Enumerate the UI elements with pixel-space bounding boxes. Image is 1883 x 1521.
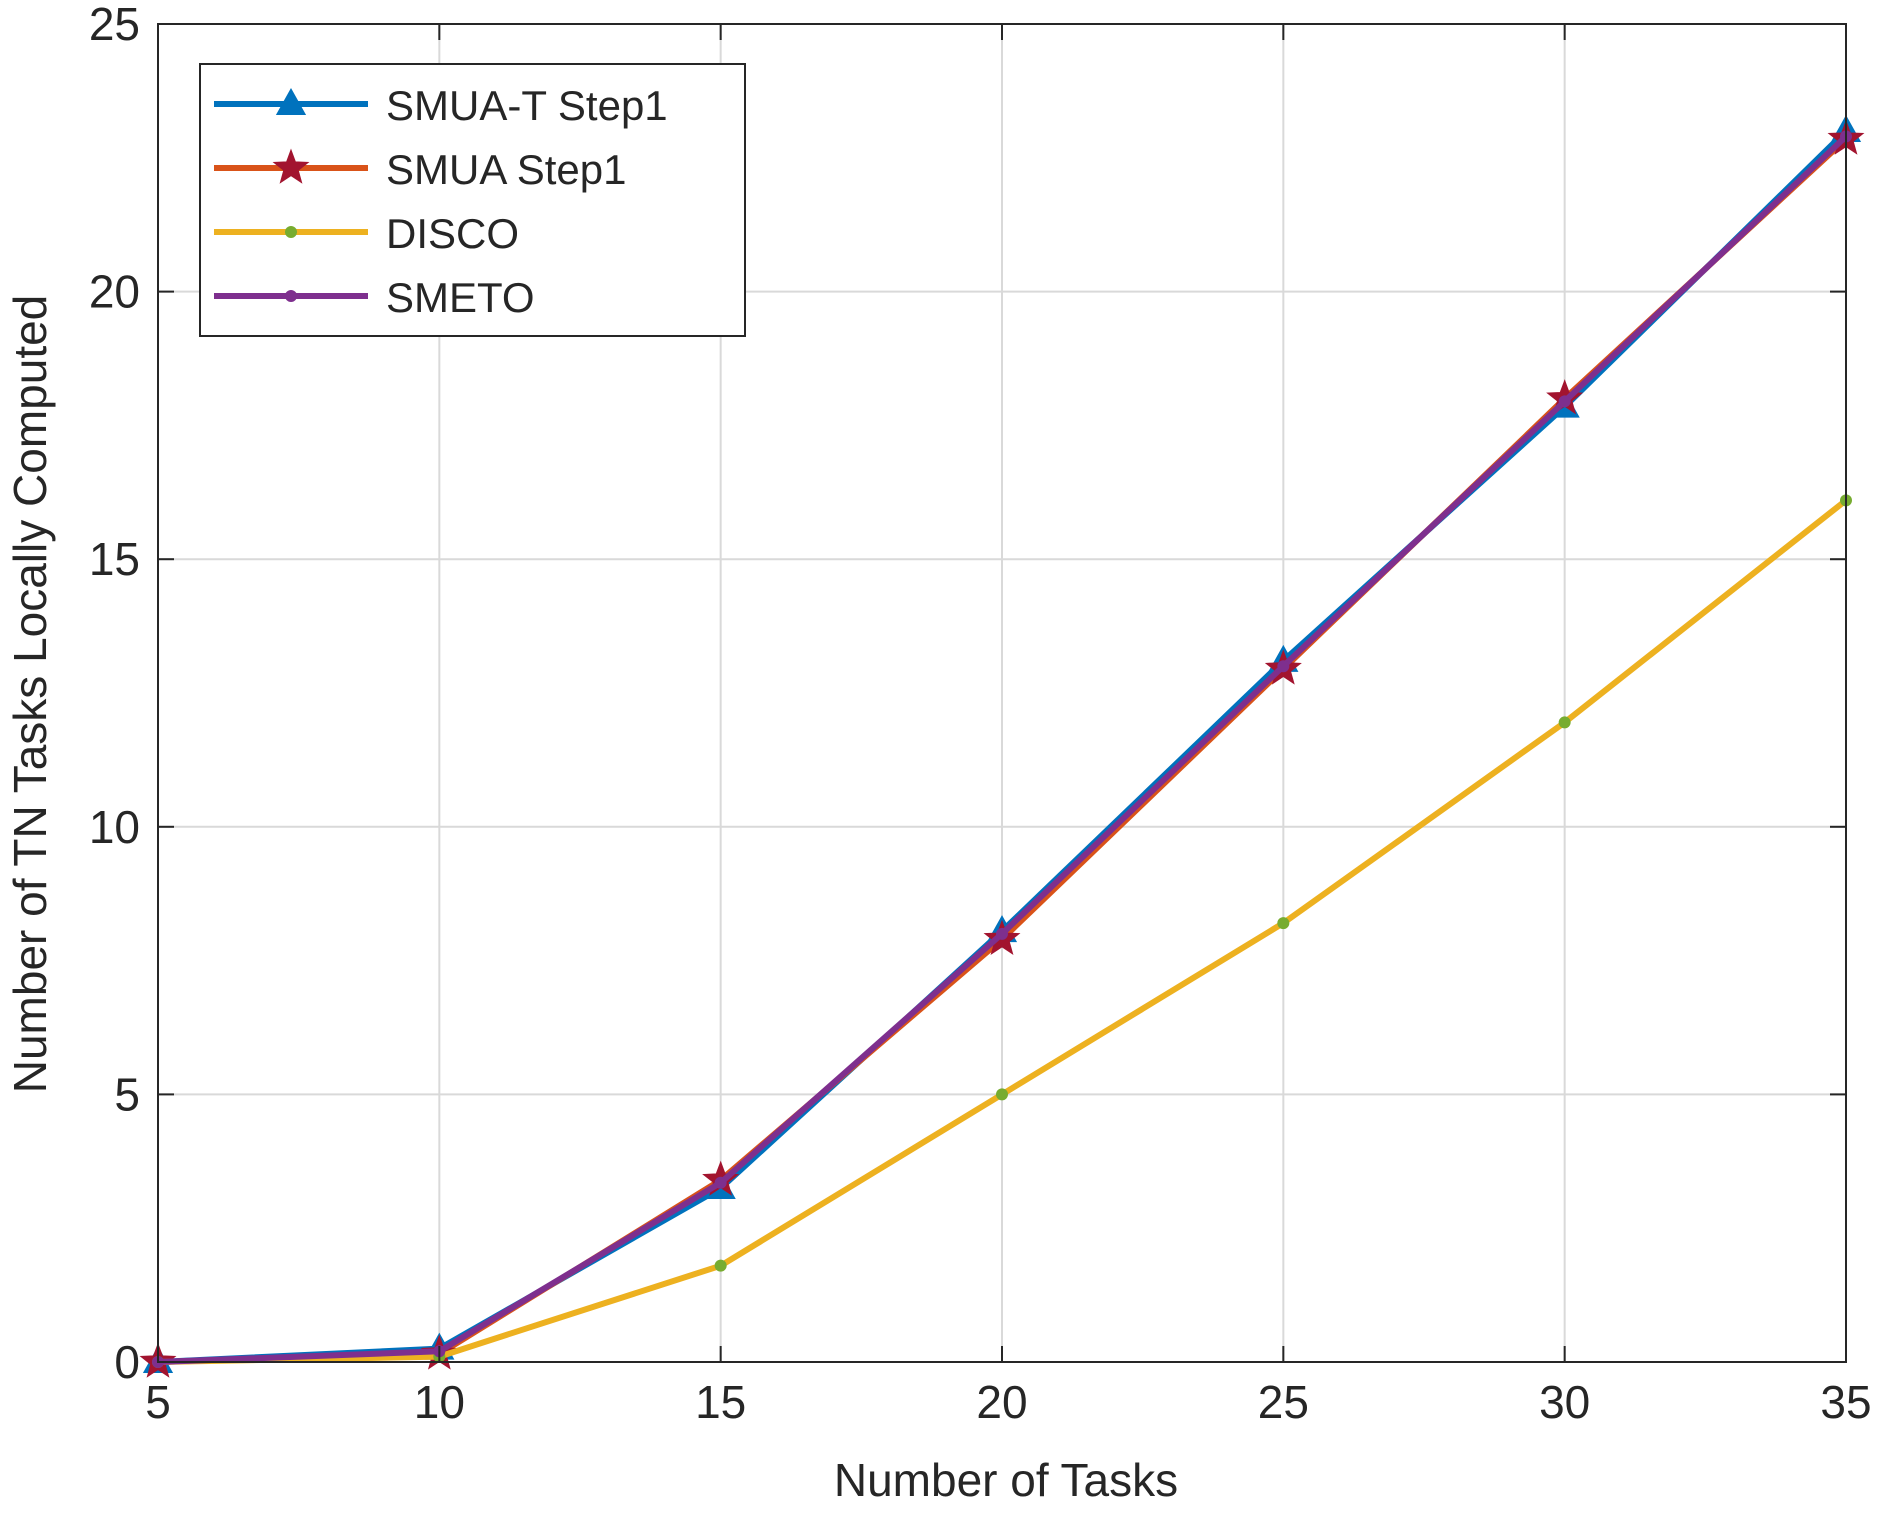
legend-marker-smua-step1: [272, 148, 310, 184]
x-tick-label: 35: [1820, 1376, 1871, 1428]
legend-marker-disco: [285, 226, 297, 238]
y-tick-label: 0: [114, 1336, 140, 1388]
x-tick-label: 5: [145, 1376, 171, 1428]
legend-label-smua-step1: SMUA Step1: [386, 146, 626, 193]
x-axis-label: Number of Tasks: [834, 1454, 1178, 1506]
legend: SMUA-T Step1 SMUA Step1 DISCO SMETO: [199, 63, 746, 337]
legend-label-smua-t-step1: SMUA-T Step1: [386, 82, 668, 129]
legend-marker-smeto: [285, 290, 297, 302]
y-tick-label: 5: [114, 1068, 140, 1120]
legend-item-smua-t-step1: SMUA-T Step1: [214, 82, 668, 129]
data-point-smeto: [714, 1176, 727, 1189]
data-point-disco: [714, 1259, 727, 1272]
legend-item-smeto: SMETO: [214, 274, 535, 321]
legend-item-disco: DISCO: [214, 210, 519, 257]
data-point-disco: [1558, 716, 1571, 729]
y-tick-label: 25: [89, 0, 140, 50]
data-point-smeto: [1277, 660, 1290, 673]
y-axis-label: Number of TN Tasks Locally Computed: [4, 295, 56, 1094]
data-point-disco: [1277, 917, 1290, 930]
data-point-disco: [996, 1088, 1008, 1101]
x-tick-label: 10: [414, 1376, 465, 1428]
x-tick-label: 15: [695, 1376, 746, 1428]
data-point-smeto: [996, 927, 1008, 940]
legend-marker-smua-t-step1: [275, 87, 307, 115]
x-tick-label: 30: [1539, 1376, 1590, 1428]
legend-item-smua-step1: SMUA Step1: [214, 146, 626, 193]
x-tick-label: 25: [1258, 1376, 1309, 1428]
legend-label-disco: DISCO: [386, 210, 519, 257]
data-point-smeto: [1558, 395, 1571, 408]
y-tick-label: 10: [89, 801, 140, 853]
legend-label-smeto: SMETO: [386, 274, 535, 321]
y-tick-label: 15: [89, 533, 140, 585]
y-tick-label: 20: [89, 266, 140, 318]
x-tick-label: 20: [976, 1376, 1027, 1428]
